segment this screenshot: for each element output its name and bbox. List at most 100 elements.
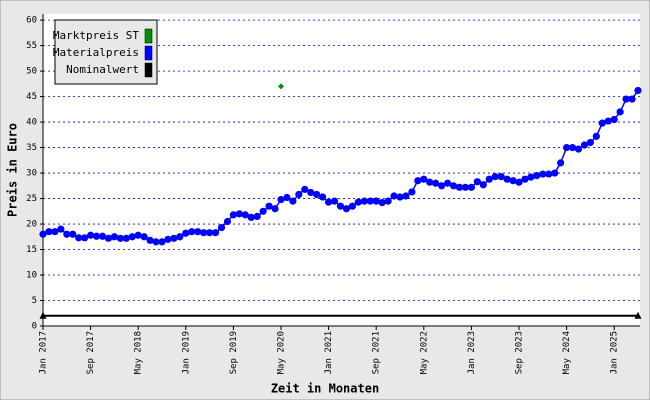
nominal-marker <box>634 311 642 319</box>
price-point <box>503 175 511 183</box>
price-point <box>188 228 196 236</box>
x-tick-label: Sep 2019 <box>229 331 239 374</box>
price-point <box>461 183 470 191</box>
y-tick-label: 0 <box>32 322 37 332</box>
price-point <box>384 197 392 205</box>
price-point <box>372 197 380 205</box>
price-point <box>325 198 333 206</box>
price-point <box>521 175 529 183</box>
price-point <box>551 169 559 177</box>
price-point <box>170 234 178 242</box>
price-point <box>63 230 71 238</box>
price-point <box>69 230 77 238</box>
legend-label: Materialpreis <box>53 46 139 59</box>
price-point <box>92 232 101 240</box>
y-tick-label: 40 <box>26 118 37 128</box>
legend-swatch <box>144 28 153 44</box>
price-point <box>301 185 309 193</box>
price-point <box>104 234 113 242</box>
price-point <box>396 193 404 201</box>
legend-label: Marktpreis ST <box>53 29 139 42</box>
price-point <box>81 234 89 242</box>
price-point <box>87 231 95 239</box>
x-tick-label: Sep 2017 <box>86 331 96 374</box>
price-point <box>176 233 184 241</box>
price-point <box>247 213 255 222</box>
x-tick-label: Jan 2017 <box>39 331 49 374</box>
price-point <box>182 229 190 237</box>
price-point <box>449 182 458 190</box>
price-point <box>229 211 237 219</box>
price-point <box>545 170 553 178</box>
price-point <box>134 231 142 239</box>
x-axis-label: Zeit in Monaten <box>271 382 379 396</box>
price-point <box>402 192 410 200</box>
nominal-marker <box>39 311 47 319</box>
price-point <box>378 199 386 207</box>
price-point <box>271 205 279 213</box>
y-tick-label: 5 <box>32 296 37 306</box>
y-tick-label: 55 <box>26 41 37 51</box>
price-point <box>485 175 493 183</box>
price-point <box>330 197 339 205</box>
price-point <box>414 177 422 185</box>
price-point <box>557 159 565 167</box>
price-point <box>253 212 261 220</box>
price-point <box>241 211 249 219</box>
price-point <box>265 202 273 210</box>
price-point <box>580 141 589 149</box>
price-point <box>235 210 243 218</box>
x-tick-label: May 2024 <box>562 331 572 374</box>
price-point <box>616 108 624 116</box>
price-point <box>348 202 356 210</box>
price-point <box>158 238 166 246</box>
price-point <box>586 138 595 147</box>
price-point <box>598 119 606 127</box>
price-point <box>313 190 321 199</box>
price-point <box>259 207 267 215</box>
price-point <box>57 225 65 233</box>
x-tick-label: Jan 2025 <box>610 331 620 374</box>
price-point <box>98 232 107 240</box>
y-tick-label: 60 <box>26 16 37 26</box>
price-point <box>146 236 154 244</box>
price-point <box>110 233 118 241</box>
x-tick-label: Sep 2023 <box>515 331 525 374</box>
price-point <box>533 172 541 180</box>
price-point <box>128 233 136 241</box>
y-tick-label: 30 <box>26 169 37 179</box>
x-tick-label: Sep 2021 <box>372 331 382 374</box>
price-point <box>289 197 297 205</box>
price-point <box>277 195 285 204</box>
price-point <box>164 235 172 243</box>
price-point <box>366 197 374 205</box>
price-point <box>467 183 475 191</box>
price-point <box>491 173 499 181</box>
price-point <box>539 170 547 178</box>
x-tick-label: Jan 2021 <box>324 331 334 374</box>
legend-box <box>54 19 158 85</box>
x-tick-label: May 2020 <box>277 331 287 374</box>
price-point <box>116 234 124 242</box>
price-point <box>319 193 327 201</box>
price-point <box>307 188 315 197</box>
price-point <box>217 224 226 232</box>
y-tick-label: 15 <box>26 245 37 255</box>
price-point <box>574 145 583 153</box>
price-point <box>622 95 630 103</box>
price-point <box>515 178 523 186</box>
y-tick-label: 10 <box>26 271 37 281</box>
y-tick-label: 45 <box>26 92 37 102</box>
price-point <box>140 233 148 241</box>
price-point <box>360 197 368 205</box>
x-tick-label: Jan 2023 <box>467 331 477 374</box>
y-tick-label: 35 <box>26 143 37 153</box>
price-point <box>390 192 398 200</box>
price-point <box>200 229 208 237</box>
y-tick-label: 50 <box>26 67 37 77</box>
price-point <box>75 234 83 242</box>
price-point <box>568 143 577 152</box>
price-point <box>342 205 351 213</box>
price-point <box>432 179 440 187</box>
